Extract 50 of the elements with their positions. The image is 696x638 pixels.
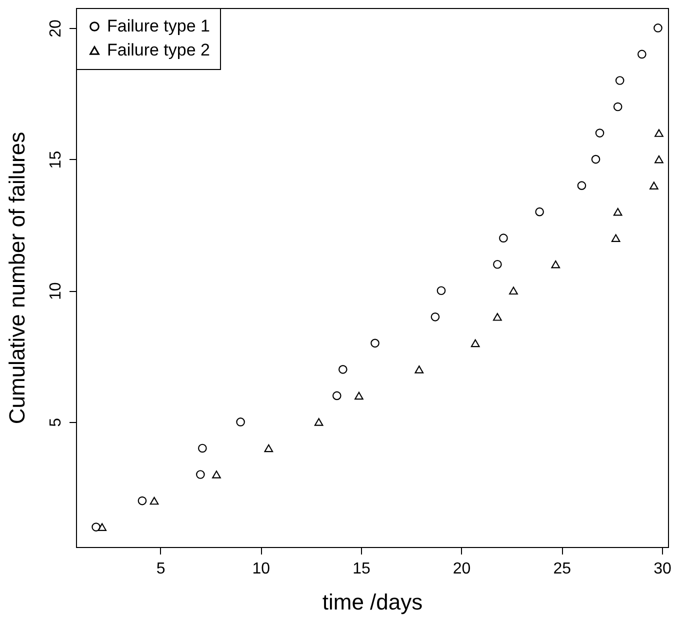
x-axis-title: time /days: [322, 590, 423, 614]
point: [551, 260, 560, 268]
legend-label: Failure type 1: [107, 16, 210, 36]
point: [436, 286, 446, 296]
point: [535, 207, 544, 216]
point: [98, 523, 107, 531]
point: [236, 418, 245, 426]
point: [650, 182, 658, 190]
point: [577, 181, 586, 190]
y-tick-label: 20: [48, 19, 64, 38]
point: [654, 155, 664, 164]
point: [370, 338, 380, 348]
x-tick-label: 30: [654, 560, 672, 578]
y-tick-label: 10: [48, 282, 64, 300]
x-tick-label: 15: [352, 560, 370, 578]
point: [615, 76, 624, 85]
point: [138, 496, 147, 506]
y-axis-title: Cumulative number of failures: [4, 132, 30, 424]
x-tick-label: 20: [452, 560, 471, 578]
point: [637, 50, 646, 59]
point: [611, 234, 620, 242]
y-tick-label: 5: [48, 418, 64, 427]
point: [338, 365, 348, 374]
point: [414, 366, 424, 374]
point: [470, 339, 480, 348]
point: [595, 128, 604, 138]
x-tick-label: 25: [553, 560, 572, 578]
point: [198, 444, 207, 453]
point: [332, 391, 342, 400]
point: [354, 392, 364, 400]
point: [591, 154, 600, 164]
point: [212, 470, 221, 478]
point: [150, 496, 159, 505]
x-tick-label: 5: [156, 560, 166, 578]
point: [92, 522, 100, 532]
point: [314, 418, 324, 426]
legend-label: Failure type 2: [107, 40, 210, 60]
y-tick-label: 15: [48, 150, 64, 169]
x-tick-label: 10: [252, 560, 270, 578]
point: [264, 444, 274, 452]
point: [493, 260, 502, 269]
point: [613, 102, 622, 112]
point: [499, 234, 508, 243]
point: [654, 129, 664, 137]
point: [493, 312, 502, 321]
point: [509, 286, 518, 295]
point: [196, 470, 205, 479]
point: [613, 208, 622, 216]
point: [430, 312, 440, 322]
point: [654, 24, 662, 32]
